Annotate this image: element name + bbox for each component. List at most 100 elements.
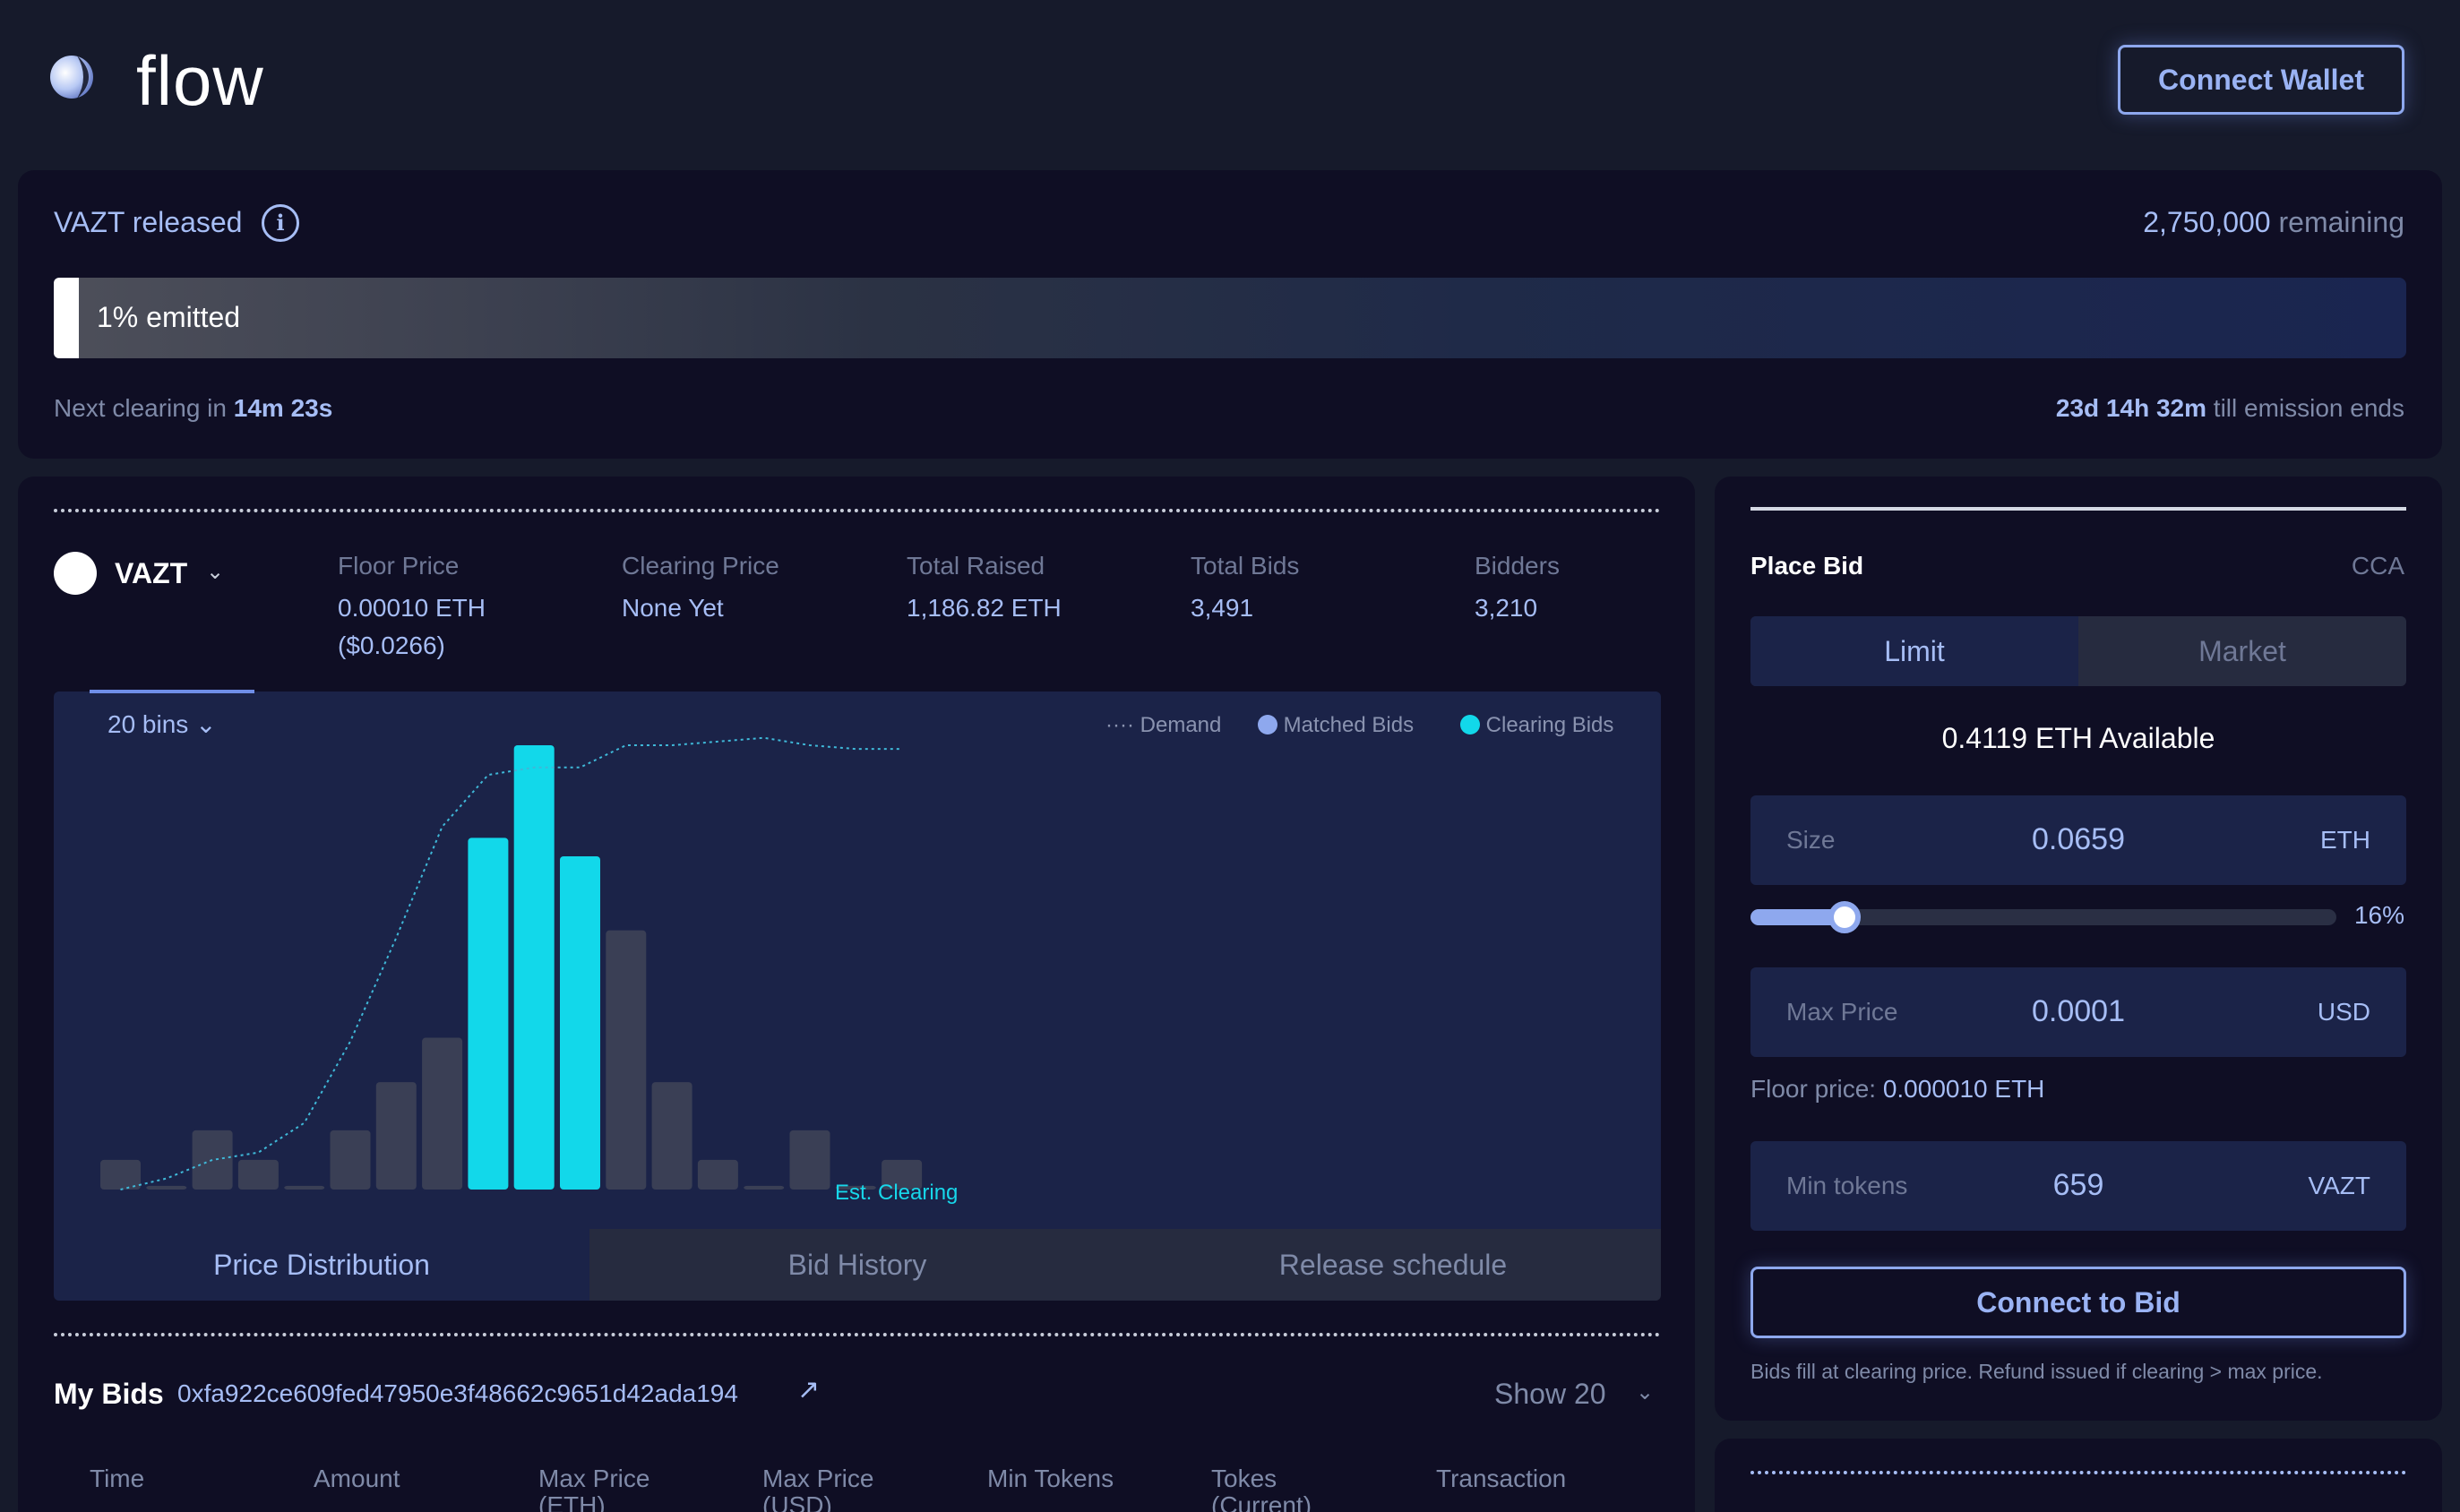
show-count-select[interactable]: Show 20 <box>1494 1378 1606 1410</box>
floor-note-value: 0.000010 ETH <box>1882 1075 2045 1103</box>
col-tokens-current: Tokes (Current) <box>1211 1465 1408 1512</box>
max-price-value[interactable]: 0.0001 <box>2032 994 2125 1028</box>
info-icon[interactable]: i <box>262 204 299 242</box>
matched-bid-bar[interactable] <box>146 1185 187 1190</box>
stat-bidders-label: Bidders <box>1475 552 1560 580</box>
min-tokens-input[interactable]: Min tokens 659 VAZT <box>1750 1141 2406 1231</box>
matched-bid-bar[interactable] <box>651 1082 692 1190</box>
col-line2: (Current) <box>1211 1491 1312 1512</box>
token-selector[interactable]: VAZT <box>115 557 188 589</box>
legend-matched-label: Matched Bids <box>1283 713 1415 737</box>
col-min-tokens: Min Tokens <box>987 1465 1184 1492</box>
legend-demand-label: Demand <box>1140 713 1222 737</box>
remaining-suffix: remaining <box>2270 206 2404 238</box>
col-max-price-usd: Max Price (USD) <box>762 1465 959 1512</box>
divider <box>54 1333 1661 1336</box>
stat-floor-price-label: Floor Price <box>338 552 460 580</box>
matched-bid-bar[interactable] <box>882 1159 923 1190</box>
size-input[interactable]: Size 0.0659 ETH <box>1750 795 2406 885</box>
chevron-down-icon: ⌄ <box>195 710 217 738</box>
clearing-bid-bar[interactable] <box>513 745 555 1190</box>
stat-total-bids-value: 3,491 <box>1191 594 1254 622</box>
divider <box>54 509 1661 512</box>
legend-demand: ···· Demand <box>1105 713 1221 738</box>
col-max-price-eth: Max Price (ETH) <box>538 1465 735 1512</box>
matched-bid-bar[interactable] <box>375 1082 417 1190</box>
size-slider-percent: 16% <box>2353 901 2404 929</box>
legend-clearing-label: Clearing Bids <box>1485 713 1614 737</box>
next-clearing-timer: Next clearing in 14m 23s <box>54 394 332 423</box>
till-end-suffix: till emission ends <box>2206 394 2404 422</box>
chart-canvas <box>100 736 923 1190</box>
matched-bid-bar[interactable] <box>100 1159 141 1190</box>
matched-bid-bar[interactable] <box>789 1130 830 1190</box>
matched-bid-bar[interactable] <box>697 1159 738 1190</box>
my-bids-title: My Bids <box>54 1378 164 1410</box>
emission-progress-fill <box>54 278 79 358</box>
token-logo-icon[interactable] <box>54 552 97 595</box>
tab-price-distribution[interactable]: Price Distribution <box>54 1229 589 1301</box>
floor-price-usd: ($0.0266) <box>338 631 445 659</box>
size-unit: ETH <box>2320 826 2370 854</box>
matched-bid-bar[interactable] <box>744 1185 785 1190</box>
external-link-icon[interactable]: ↗ <box>797 1375 821 1405</box>
emission-end-timer: 23d 14h 32m till emission ends <box>2056 394 2404 423</box>
matched-bid-bar[interactable] <box>237 1159 279 1190</box>
connect-wallet-button[interactable]: Connect Wallet <box>2118 45 2404 115</box>
till-end-value: 23d 14h 32m <box>2055 394 2207 422</box>
col-line1: Max Price <box>538 1465 650 1492</box>
col-line1: Amount <box>314 1465 400 1492</box>
divider <box>1750 1471 2406 1474</box>
stat-total-bids-label: Total Bids <box>1191 552 1300 580</box>
stat-total-raised-label: Total Raised <box>907 552 1045 580</box>
max-price-input[interactable]: Max Price 0.0001 USD <box>1750 967 2406 1057</box>
col-line2: (USD) <box>762 1491 832 1512</box>
clearing-bid-bar[interactable] <box>560 856 600 1190</box>
legend-matched: Matched Bids <box>1258 713 1414 738</box>
secondary-panel <box>1715 1439 2442 1512</box>
tab-release-schedule[interactable]: Release schedule <box>1125 1229 1661 1301</box>
tab-market[interactable]: Market <box>2198 634 2286 667</box>
stat-clearing-price-value: None Yet <box>622 594 724 622</box>
floor-price-note: Floor price: 0.000010 ETH <box>1750 1075 2044 1104</box>
clearing-bid-bar[interactable] <box>468 838 509 1190</box>
matched-bid-bar[interactable] <box>606 930 647 1190</box>
size-slider-fill <box>1750 909 1845 925</box>
connect-to-bid-button[interactable]: Connect to Bid <box>1750 1267 2406 1338</box>
wallet-address-link[interactable]: 0xfa922ce609fed47950e3f48662c9651d42ada1… <box>177 1379 738 1407</box>
dot-icon <box>1258 715 1277 735</box>
col-line1: Tokes <box>1211 1465 1277 1492</box>
col-line1: Max Price <box>762 1465 874 1492</box>
matched-bid-bar[interactable] <box>192 1130 233 1190</box>
min-tokens-value[interactable]: 659 <box>2052 1168 2104 1202</box>
size-value[interactable]: 0.0659 <box>2032 822 2125 856</box>
next-clearing-prefix: Next clearing in <box>54 394 234 422</box>
emission-progress-bar <box>54 278 2406 358</box>
brand-name: flow <box>136 41 264 120</box>
floor-price-eth: 0.00010 ETH <box>338 594 486 622</box>
size-slider-handle[interactable] <box>1828 901 1861 933</box>
matched-bid-bar[interactable] <box>422 1037 463 1190</box>
min-tokens-label: Min tokens <box>1786 1172 1908 1199</box>
divider <box>1750 507 2406 511</box>
matched-bid-bar[interactable] <box>330 1130 371 1190</box>
max-price-label: Max Price <box>1786 998 1898 1026</box>
matched-bid-bar[interactable] <box>284 1185 325 1190</box>
emitted-label: 1% emitted <box>97 301 241 333</box>
col-transaction: Transaction <box>1436 1465 1633 1492</box>
col-line2: (ETH) <box>538 1491 606 1512</box>
tab-bid-history[interactable]: Bid History <box>589 1229 1125 1301</box>
chevron-down-icon[interactable]: ⌄ <box>1636 1380 1655 1405</box>
col-time: Time <box>90 1465 287 1492</box>
size-label: Size <box>1786 826 1836 854</box>
remaining-count: 2,750,000 remaining <box>2143 206 2404 239</box>
size-slider-track[interactable] <box>1750 909 2336 925</box>
chevron-down-icon[interactable]: ⌄ <box>206 560 225 584</box>
bins-select[interactable]: 20 bins ⌄ <box>108 709 217 739</box>
stat-bidders-value: 3,210 <box>1475 594 1538 622</box>
tab-limit[interactable]: Limit <box>1750 616 2078 686</box>
matched-bid-bar[interactable] <box>835 1185 876 1190</box>
est-clearing-annotation: Est. Clearing <box>835 1181 959 1205</box>
demand-line <box>120 736 902 1190</box>
price-distribution-chart <box>54 692 1661 1229</box>
